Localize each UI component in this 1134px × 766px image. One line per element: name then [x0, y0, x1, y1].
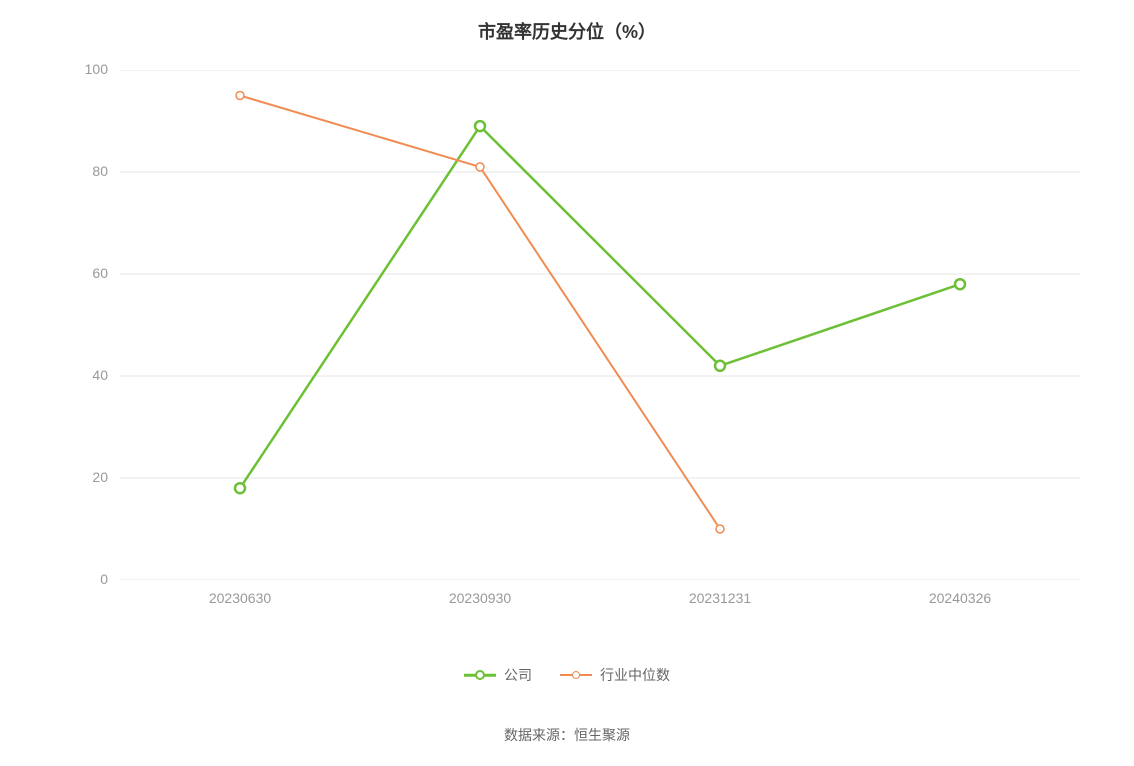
x-tick-label: 20230630	[209, 590, 271, 606]
y-tick-label: 0	[100, 571, 108, 587]
legend-swatch-icon	[560, 668, 592, 682]
x-tick-label: 20231231	[689, 590, 751, 606]
legend-label: 公司	[504, 665, 532, 685]
legend-swatch-icon	[464, 668, 496, 682]
legend: 公司 行业中位数	[0, 665, 1134, 685]
plot-area	[120, 70, 1080, 580]
legend-item[interactable]: 公司	[464, 665, 532, 685]
legend-item[interactable]: 行业中位数	[560, 665, 670, 685]
source-label: 数据来源：恒生聚源	[0, 725, 1134, 745]
y-tick-label: 40	[92, 367, 108, 383]
y-tick-label: 20	[92, 469, 108, 485]
y-tick-label: 100	[85, 61, 108, 77]
chart-title: 市盈率历史分位（%）	[0, 0, 1134, 44]
chart-container: 市盈率历史分位（%） 公司 行业中位数 数据来源：恒生聚源 0 20 40 60 80 10…	[0, 0, 1134, 766]
chart-svg	[120, 70, 1080, 580]
x-tick-label: 20230930	[449, 590, 511, 606]
y-tick-label: 60	[92, 265, 108, 281]
x-tick-label: 20240326	[929, 590, 991, 606]
y-tick-label: 80	[92, 163, 108, 179]
legend-label: 行业中位数	[600, 665, 670, 685]
